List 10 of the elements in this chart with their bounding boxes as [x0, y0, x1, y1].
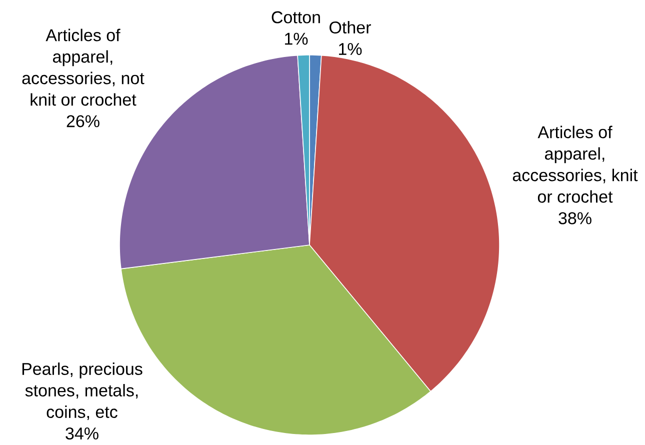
data-label: 34% — [66, 427, 98, 440]
slice-label: Articles of apparel, accessories, knit or crochet — [512, 126, 638, 203]
data-label: 1% — [339, 43, 362, 55]
slice-label: Articles of apparel, accessories, not knit or crochet — [22, 28, 144, 106]
slice-label: Other — [330, 21, 371, 34]
data-label: 38% — [558, 212, 592, 224]
data-label: 1% — [285, 32, 308, 45]
slice-label: Cotton — [272, 11, 320, 24]
slice-label: Pearls, precious stones, metals, coins, etc — [22, 362, 142, 420]
data-label: 26% — [66, 115, 100, 128]
